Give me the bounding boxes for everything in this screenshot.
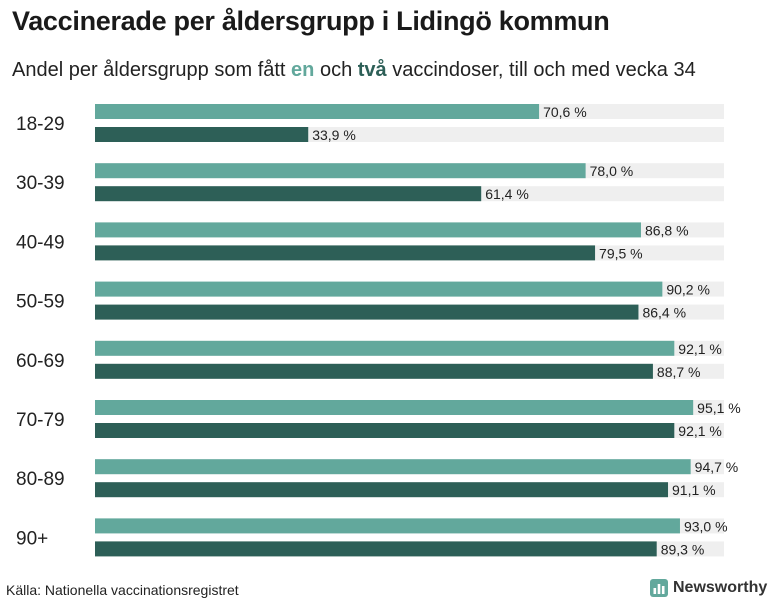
category-label-60-69: 60-69: [16, 351, 65, 372]
category-label-30-39: 30-39: [16, 173, 65, 194]
bar-70-79-one-dose: [95, 400, 694, 415]
category-label-18-29: 18-29: [16, 114, 65, 135]
value-label-40-49-two-doses: 79,5 %: [599, 245, 643, 261]
category-label-80-89: 80-89: [16, 469, 65, 490]
value-label-90+-one-dose: 93,0 %: [684, 518, 728, 534]
bar-90+-two-doses: [95, 541, 657, 557]
chart-subtitle: Andel per åldersgrupp som fått en och tv…: [12, 59, 696, 82]
bar-80-89-one-dose: [95, 459, 691, 475]
bar-30-39-two-doses: [95, 186, 482, 202]
bar-90+-one-dose: [95, 518, 680, 534]
chart-title: Vaccinerade per åldersgrupp i Lidingö ko…: [12, 6, 610, 36]
category-label-40-49: 40-49: [16, 232, 65, 253]
value-label-50-59-two-doses: 86,4 %: [642, 305, 686, 321]
legend-keyword-two-doses: två: [357, 59, 387, 81]
value-label-60-69-two-doses: 88,7 %: [657, 364, 701, 380]
category-label-70-79: 70-79: [16, 410, 65, 431]
category-label-50-59: 50-59: [16, 292, 65, 313]
source-note: Källa: Nationella vaccinationsregistret: [6, 582, 239, 598]
value-label-90+-two-doses: 89,3 %: [661, 541, 705, 557]
bar-60-69-two-doses: [95, 363, 653, 379]
value-label-80-89-two-doses: 91,1 %: [672, 482, 716, 498]
bar-70-79-two-doses: [95, 423, 675, 438]
bar-60-69-one-dose: [95, 340, 675, 356]
subtitle-text-start: Andel per åldersgrupp som fått: [12, 59, 292, 81]
legend-keyword-one-dose: en: [291, 59, 315, 81]
value-label-70-79-one-dose: 95,1 %: [697, 400, 741, 416]
newsworthy-logo: Newsworthy: [650, 579, 767, 597]
bar-18-29-one-dose: [95, 104, 540, 119]
logo-text: Newsworthy: [673, 579, 768, 596]
value-label-70-79-two-doses: 92,1 %: [678, 423, 722, 439]
bar-chart-logo-icon: [650, 579, 668, 597]
bar-80-89-two-doses: [95, 482, 669, 498]
category-label-90+: 90+: [16, 528, 48, 549]
bar-50-59-one-dose: [95, 281, 663, 297]
bar-chart: 18-29 70,6 % 33,9 % 30-39 78,0 % 61,4 % 40-49 8…: [16, 104, 741, 557]
value-label-30-39-one-dose: 78,0 %: [590, 163, 634, 179]
value-label-40-49-one-dose: 86,8 %: [645, 222, 689, 238]
bar-40-49-two-doses: [95, 245, 596, 261]
value-label-80-89-one-dose: 94,7 %: [695, 459, 739, 475]
value-label-18-29-two-doses: 33,9 %: [312, 127, 356, 143]
subtitle-text-end: vaccindoser, till och med vecka 34: [386, 59, 696, 81]
subtitle-text-middle: och: [314, 59, 358, 81]
bar-50-59-two-doses: [95, 304, 639, 320]
bar-30-39-one-dose: [95, 163, 586, 179]
bar-18-29-two-doses: [95, 127, 309, 142]
value-label-50-59-one-dose: 90,2 %: [666, 282, 710, 298]
value-label-30-39-two-doses: 61,4 %: [485, 186, 529, 202]
value-label-18-29-one-dose: 70,6 %: [543, 104, 587, 120]
bar-40-49-one-dose: [95, 222, 641, 238]
value-label-60-69-one-dose: 92,1 %: [678, 341, 722, 357]
